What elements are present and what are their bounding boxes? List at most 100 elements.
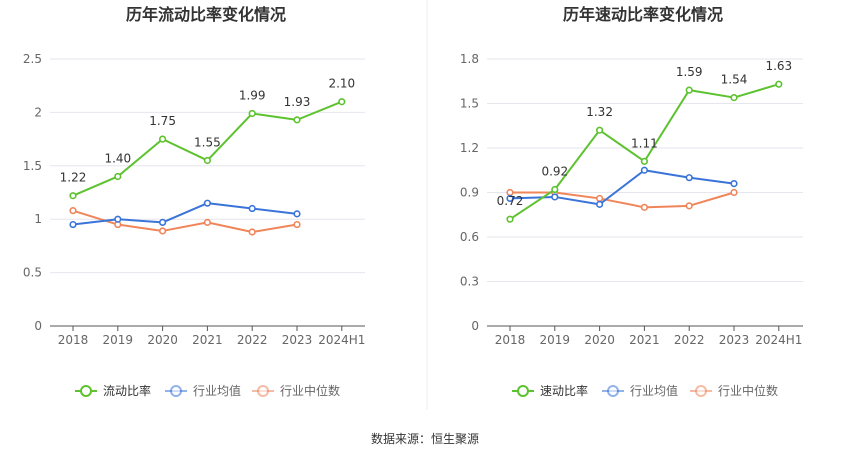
chart-title: 历年流动比率变化情况 [126,5,286,24]
x-tick-label: 2024H1 [755,333,802,347]
data-label: 1.99 [239,88,266,102]
series-point-1 [203,199,211,207]
legend-marker [80,385,92,397]
data-label: 0.72 [497,194,524,208]
x-tick-label: 2019 [103,333,134,347]
series-line-0 [509,83,780,221]
series-point-2 [293,220,301,229]
series-line-1 [72,202,298,226]
legend-marker [607,385,619,397]
data-label: 1.63 [765,59,792,73]
data-label: 1.32 [586,105,613,119]
x-tick-label: 2021 [192,333,223,347]
y-tick-label: 1.5 [460,97,479,111]
series-point-2 [248,228,256,236]
series-point-1 [730,180,738,188]
legend-label: 流动比率 [103,383,151,398]
data-label: 0.92 [541,165,568,179]
series-point-0 [595,126,604,134]
legend-marker [695,385,707,397]
y-tick-label: 0 [34,319,42,333]
series-point-0 [69,192,77,200]
series-point-1 [640,166,649,174]
current-ratio-chart: 历年流动比率变化情况 0 0.5 1 1.5 2 2.5 2018 2019 2020 2021 20… [23,5,365,398]
series-point-0 [685,86,693,94]
series-point-0 [730,93,738,102]
x-tick-label: 2020 [584,333,615,347]
series-point-0 [506,215,514,223]
legend-label: 行业均值 [630,383,678,398]
x-tick-label: 2024H1 [318,333,365,347]
x-tick-label: 2020 [147,333,178,347]
data-label: 1.11 [631,136,658,150]
series-point-1 [159,218,167,227]
series-point-2 [685,202,693,210]
series-point-2 [159,227,167,235]
series-point-1 [685,174,693,182]
legend-marker [517,385,529,397]
y-tick-label: 1.2 [460,141,479,155]
x-tick-label: 2022 [674,333,705,347]
series-point-1 [293,210,301,218]
x-tick-label: 2023 [719,333,750,347]
y-tick-label: 1 [34,212,42,226]
y-tick-label: 1.5 [23,159,42,173]
legend-label: 行业中位数 [280,383,340,398]
data-label: 1.55 [194,135,221,149]
chart-title: 历年速动比率变化情况 [563,5,723,24]
x-tick-label: 2019 [540,333,571,347]
x-tick-label: 2023 [282,333,313,347]
y-tick-label: 0 [471,319,479,333]
series-point-1 [69,220,77,229]
data-label: 1.40 [104,151,131,165]
legend-label: 行业中位数 [718,383,778,398]
series-point-0 [551,185,559,194]
series-point-2 [640,203,649,211]
series-point-1 [114,215,122,223]
series-point-2 [203,218,211,227]
legend-marker [257,385,269,397]
x-tick-label: 2018 [58,333,89,347]
series-point-2 [730,188,738,197]
series-point-0 [338,98,346,106]
y-tick-label: 0.3 [460,275,479,289]
y-tick-label: 0.5 [23,266,42,280]
series-point-0 [248,109,256,118]
legend-marker [170,385,182,397]
quick-ratio-chart: 历年速动比率变化情况 0 0.3 0.6 0.9 1.2 1.5 1.8 2018 2019 202… [460,5,803,398]
y-tick-label: 2.5 [23,52,42,66]
series-point-2 [595,194,604,203]
data-label: 2.10 [328,77,355,91]
series-point-0 [114,172,122,181]
data-label: 1.93 [284,95,311,109]
series-point-1 [595,200,604,208]
series-point-1 [551,193,559,201]
x-tick-label: 2018 [495,333,526,347]
series-point-1 [248,204,256,213]
data-label: 1.75 [149,114,176,128]
x-tick-label: 2022 [237,333,268,347]
x-tick-label: 2021 [629,333,660,347]
data-label: 1.59 [676,65,703,79]
source-label: 数据来源：恒生聚源 [371,431,479,446]
y-tick-label: 2 [34,105,42,119]
legend-label: 速动比率 [540,383,588,398]
series-point-0 [293,116,301,124]
y-tick-label: 1.8 [460,52,479,66]
data-label: 1.22 [60,171,87,185]
series-line-1 [509,169,735,206]
series-point-0 [640,157,649,165]
series-point-0 [159,135,167,143]
series-point-2 [69,207,77,215]
series-point-1 [506,194,514,203]
data-label: 1.54 [721,73,748,87]
legend-label: 行业均值 [193,383,241,398]
series-line-2 [72,209,298,234]
y-tick-label: 0.6 [460,230,479,244]
series-line-2 [510,191,735,209]
y-tick-label: 0.9 [460,186,479,200]
series-point-0 [203,156,211,165]
series-point-0 [775,80,783,88]
